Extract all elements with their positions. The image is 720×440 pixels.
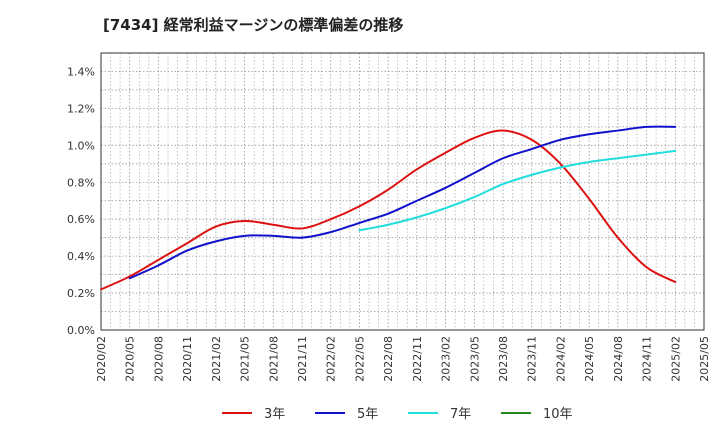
x-tick-label: 2021/02 [210,336,223,382]
x-tick-label: 2020/05 [124,336,137,382]
x-tick-label: 2024/11 [641,336,654,382]
y-tick-label: 0.2% [67,287,95,300]
legend: 3年 5年 7年 10年 [222,407,573,422]
x-axis-ticks: 2020/02 2020/05 2020/08 2020/11 2021/02 2021/… [95,336,711,382]
y-tick-label: 0.4% [67,250,95,263]
chart-title: [7434] 経常利益マージンの標準偏差の推移 [103,16,404,34]
grid-lines [100,52,705,331]
x-tick-label: 2025/02 [669,336,682,382]
x-tick-label: 2023/05 [468,336,481,382]
x-tick-label: 2024/05 [583,336,596,382]
x-tick-label: 2021/11 [296,336,309,382]
x-tick-label: 2024/02 [554,336,567,382]
x-tick-label: 2021/08 [267,336,280,382]
x-tick-label: 2020/08 [152,336,165,382]
y-tick-label: 1.0% [67,139,95,152]
x-tick-label: 2023/02 [440,336,453,382]
x-tick-label: 2022/02 [325,336,338,382]
x-tick-label: 2020/02 [95,336,108,382]
x-tick-label: 2022/11 [411,336,424,382]
series-line-2 [358,149,677,232]
series-line-1 [128,125,677,280]
y-tick-label: 1.4% [67,65,95,78]
x-tick-label: 2020/11 [181,336,194,382]
x-tick-label: 2024/08 [612,336,625,382]
x-tick-label: 2023/08 [497,336,510,382]
y-tick-label: 0.6% [67,213,95,226]
legend-label: 10年 [543,407,573,422]
legend-label: 7年 [450,407,471,422]
series-line-0 [100,129,677,291]
y-tick-label: 1.2% [67,102,95,115]
x-tick-label: 2021/05 [239,336,252,382]
series-layer [100,125,677,291]
legend-label: 5年 [357,407,378,422]
x-tick-label: 2022/05 [353,336,366,382]
x-tick-label: 2022/08 [382,336,395,382]
plot-border [100,52,705,331]
y-tick-label: 0.0% [67,324,95,337]
x-tick-label: 2025/05 [698,336,711,382]
legend-label: 3年 [264,407,285,422]
x-tick-label: 2023/11 [526,336,539,382]
y-axis-ticks: 0.0% 0.2% 0.4% 0.6% 0.8% 1.0% 1.2% 1.4% [67,65,95,337]
plot-area [100,52,705,331]
y-tick-label: 0.8% [67,176,95,189]
